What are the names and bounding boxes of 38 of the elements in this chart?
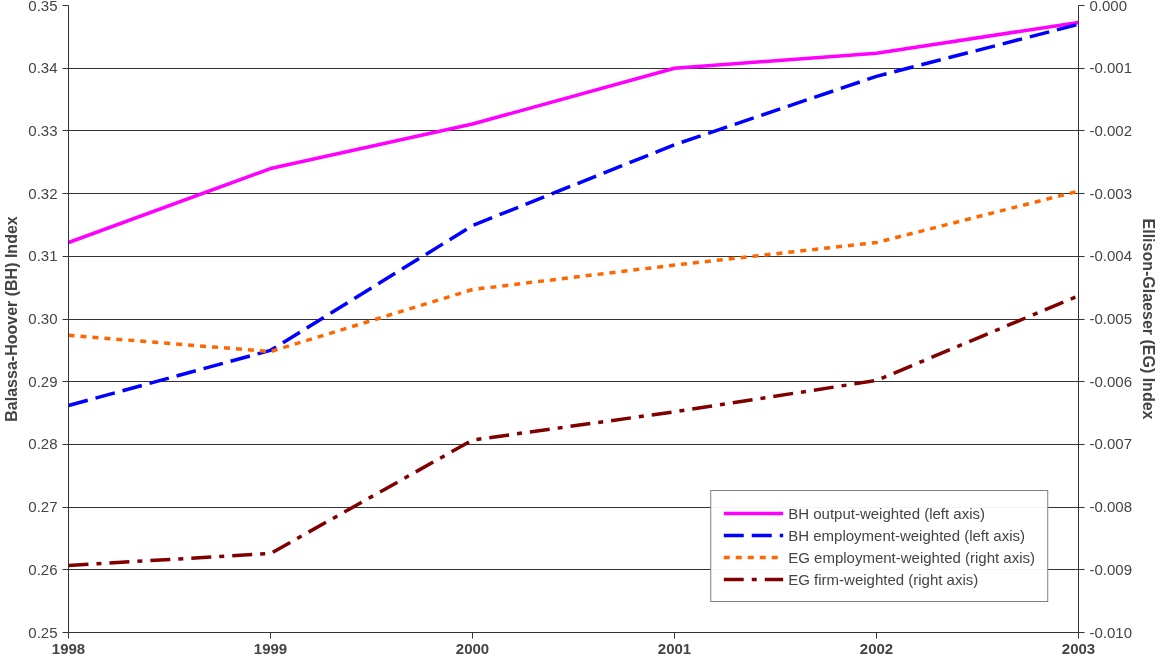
y2-tick-label: -0.005 — [1089, 310, 1133, 327]
legend-label: EG firm-weighted (right axis) — [788, 570, 979, 588]
y-tick-label: 0.34 — [28, 59, 58, 77]
y2-tick-label: -0.001 — [1089, 59, 1133, 77]
line-series — [68, 294, 1079, 568]
legend-label: BH employment-weighted (left axis) — [788, 526, 1025, 544]
y2-tick-label: -0.009 — [1089, 560, 1133, 578]
y-tick-label: 0.35 — [28, 0, 58, 14]
y-tick-label: 0.30 — [28, 310, 58, 327]
x-tick-label: 2002 — [859, 639, 894, 657]
y2-tick-label: -0.008 — [1089, 498, 1133, 516]
y-tick-label: 0.29 — [28, 372, 58, 390]
y-tick-label: 0.31 — [28, 247, 58, 265]
y-tick-label: 0.32 — [28, 184, 58, 202]
y2-tick-label: -0.003 — [1089, 184, 1133, 202]
x-tick-label: 2003 — [1061, 639, 1096, 657]
y-tick-label: 0.28 — [28, 435, 58, 453]
y-tick-label: 0.25 — [28, 623, 58, 641]
y-axis-title: Balassa-Hoover (BH) Index — [3, 216, 21, 422]
y2-tick-label: -0.002 — [1089, 121, 1133, 139]
y-tick-label: 0.33 — [28, 121, 58, 139]
line-series — [68, 20, 1079, 245]
y-tick-label: 0.26 — [28, 560, 58, 578]
x-tick-label: 2001 — [657, 639, 692, 657]
line-series — [68, 22, 1079, 408]
y-tick-label: 0.27 — [28, 498, 58, 516]
y2-tick-label: -0.010 — [1089, 623, 1133, 641]
y2-tick-label: -0.004 — [1089, 247, 1133, 265]
y2-tick-label: 0.000 — [1089, 0, 1128, 14]
y2-tick-label: -0.006 — [1089, 372, 1133, 390]
y2-axis-title: Ellison-Glaeser (EG) Index — [1140, 218, 1158, 420]
legend-label: EG employment-weighted (right axis) — [788, 548, 1035, 566]
x-tick-label: 1998 — [51, 639, 86, 657]
x-tick-label: 2000 — [455, 639, 490, 657]
legend-label: BH output-weighted (left axis) — [788, 504, 985, 522]
y2-tick-label: -0.007 — [1089, 435, 1133, 453]
line-series — [68, 189, 1079, 354]
x-tick-label: 1999 — [253, 639, 288, 657]
